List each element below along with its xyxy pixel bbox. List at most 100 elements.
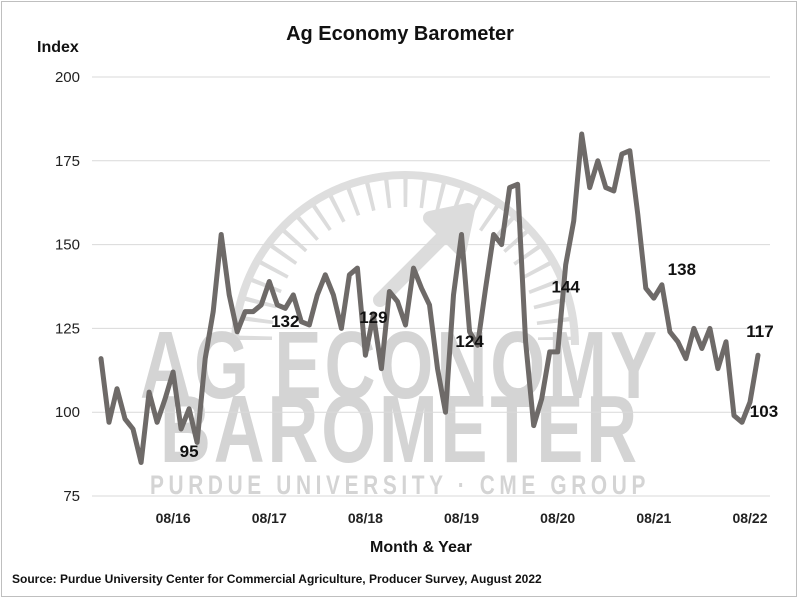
x-tick-08/16: 08/16 [156,510,191,526]
y-tick-100: 100 [55,404,80,421]
data-point [613,190,615,192]
data-point [452,294,455,296]
x-tick-08/17: 08/17 [252,510,287,526]
data-point [661,284,663,286]
data-point [396,300,399,303]
data-point [180,428,182,430]
data-point [164,398,166,400]
data-point [244,311,246,313]
data-point [172,371,174,373]
data-point [468,331,471,333]
data-label-117: 117 [746,322,773,341]
data-point [717,368,719,370]
data-point [701,347,703,350]
x-tick-08/20: 08/20 [540,510,575,526]
data-label-132: 132 [271,312,299,331]
y-axis-title: Index [37,39,79,56]
x-tick-08/19: 08/19 [444,510,479,526]
data-point [148,391,150,393]
data-point [621,153,623,155]
data-point [581,133,583,135]
data-point [316,294,318,296]
data-point [388,290,391,293]
data-point [300,321,302,323]
data-point [509,187,511,189]
x-tick-08/22: 08/22 [732,510,767,526]
data-point [476,344,479,346]
y-tick-175: 175 [55,153,80,170]
data-point [757,354,759,356]
watermark-gauge-icon [238,173,572,341]
data-point [605,187,607,189]
y-tick-75: 75 [63,488,80,505]
watermark-line1: AG ECONOMY [140,312,660,419]
data-point [597,160,599,162]
data-point [557,351,559,353]
x-tick-08/18: 08/18 [348,510,383,526]
data-label-95: 95 [180,442,199,461]
data-point [725,341,727,343]
data-point [589,187,591,189]
data-point [188,408,190,410]
data-point [284,307,286,309]
data-point [669,331,671,333]
x-axis-title: Month & Year [370,539,472,556]
data-label-124: 124 [455,332,484,351]
data-point [140,461,142,464]
data-point [356,267,358,269]
data-point [196,441,198,443]
data-point [108,421,110,423]
data-point [525,341,527,343]
data-point [132,428,134,430]
data-point [436,368,439,370]
data-point [420,287,423,289]
data-point [533,425,535,427]
y-tick-labels: 75 100 125 150 175 200 [55,69,80,505]
data-point [116,388,118,390]
data-point [412,267,415,269]
data-point [220,233,222,236]
data-point [741,421,743,423]
data-point [645,287,647,289]
data-point [492,233,495,236]
data-point [252,311,254,313]
data-point [484,287,487,289]
watermark-line3: PURDUE UNIVERSITY · CME GROUP [150,470,650,500]
data-point [308,324,310,326]
data-point [629,150,631,152]
data-point [228,294,230,296]
data-point [549,351,551,353]
data-point [324,274,326,276]
data-point [685,357,687,360]
data-point [404,324,407,326]
data-point [260,304,262,306]
data-point [541,398,543,400]
data-point [565,264,567,266]
y-tick-200: 200 [55,69,80,86]
data-point [156,421,158,423]
source-note: Source: Purdue University Center for Com… [12,572,542,586]
watermark: AG ECONOMY BAROMETER PURDUE UNIVERSITY ·… [140,171,660,500]
data-point [332,294,334,296]
data-point [380,368,383,370]
data-point [212,311,214,313]
data-label-138: 138 [668,260,696,279]
data-point [124,418,126,420]
data-point [268,280,270,283]
data-point [276,304,278,306]
data-label-103: 103 [750,402,778,421]
data-point [501,244,503,246]
data-point [693,327,695,329]
data-point [444,411,447,413]
data-label-129: 129 [359,308,387,327]
data-point [709,327,711,329]
watermark-gauge-ring-icon [231,171,579,346]
data-point [428,304,431,306]
data-point [733,414,735,417]
data-point [204,357,206,360]
watermark-line2: BAROMETER [160,376,640,483]
watermark-arrow-icon [373,203,475,307]
data-point [292,294,294,296]
data-point [653,297,655,299]
x-tick-08/21: 08/21 [636,510,671,526]
